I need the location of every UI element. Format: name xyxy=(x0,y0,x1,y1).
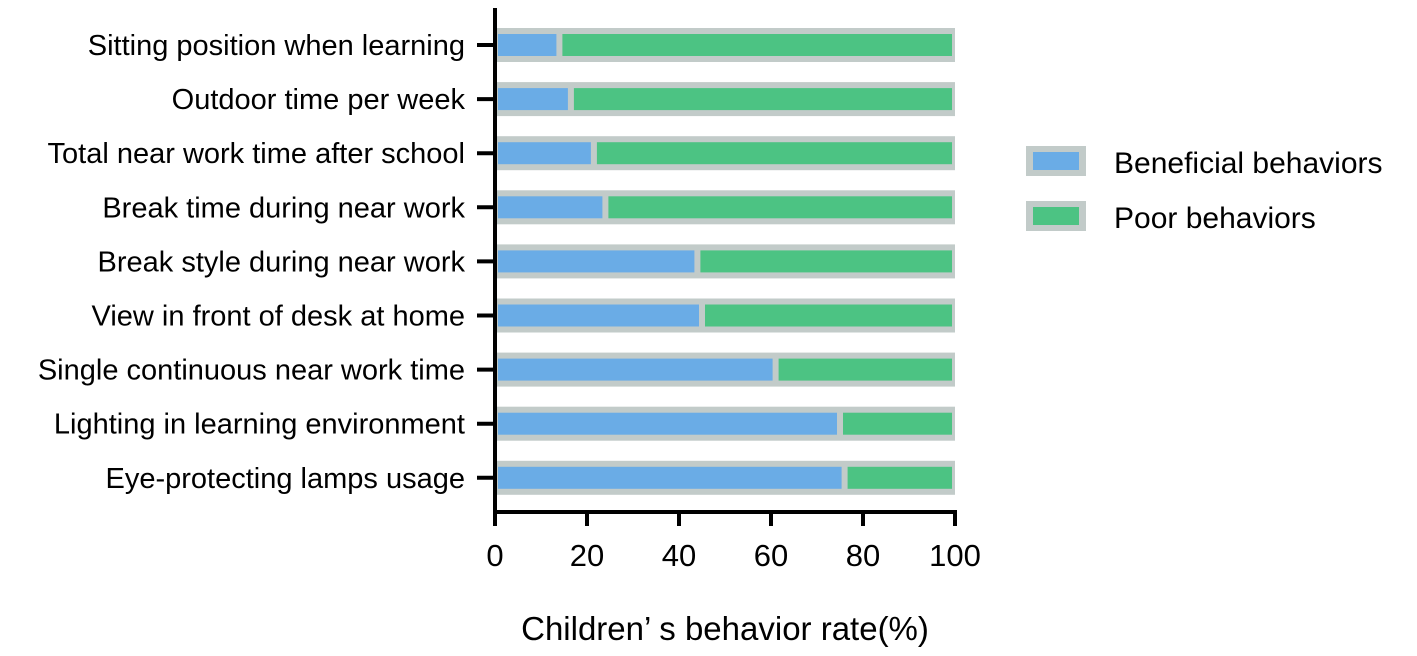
x-tick-label: 0 xyxy=(486,538,503,573)
y-tick-label: Total near work time after school xyxy=(48,138,465,170)
legend-swatch-beneficial-fill xyxy=(1033,152,1079,170)
bar-beneficial xyxy=(498,358,773,381)
y-tick-label: Break time during near work xyxy=(102,192,465,224)
x-tick-label: 60 xyxy=(754,538,788,573)
legend-label-poor: Poor behaviors xyxy=(1114,202,1316,235)
legend: Beneficial behaviors Poor behaviors xyxy=(1026,146,1383,235)
bar-beneficial xyxy=(498,142,591,165)
y-tick-label: View in front of desk at home xyxy=(92,301,465,333)
bars-layer xyxy=(495,28,955,495)
legend-swatch-poor-fill xyxy=(1033,207,1079,225)
y-tick-label: Outdoor time per week xyxy=(172,84,466,116)
bar-poor xyxy=(608,196,952,219)
x-tick-label: 80 xyxy=(846,538,880,573)
bar-beneficial xyxy=(498,466,842,489)
bar-poor xyxy=(700,250,952,273)
bar-beneficial xyxy=(498,250,695,273)
bar-beneficial xyxy=(498,34,557,56)
bar-poor xyxy=(596,142,952,165)
x-tick-label: 40 xyxy=(662,538,696,573)
y-tick-label: Break style during near work xyxy=(98,246,466,278)
bar-beneficial xyxy=(498,412,837,435)
x-tick-label: 20 xyxy=(570,538,604,573)
y-tick-label: Eye-protecting lamps usage xyxy=(106,463,465,495)
bar-poor xyxy=(573,88,952,111)
bar-poor xyxy=(562,34,952,56)
y-tick-label: Sitting position when learning xyxy=(88,30,465,62)
bar-beneficial xyxy=(498,88,568,111)
legend-label-beneficial: Beneficial behaviors xyxy=(1114,147,1383,180)
x-tick-label: 100 xyxy=(929,538,981,573)
x-axis-title: Children’ s behavior rate(%) xyxy=(521,610,929,647)
bar-beneficial xyxy=(498,304,699,327)
y-tick-label: Lighting in learning environment xyxy=(54,409,465,441)
bar-beneficial xyxy=(498,196,603,219)
labels-layer: Sitting position when learning Outdoor ti… xyxy=(38,30,981,573)
bar-poor xyxy=(847,466,952,489)
y-tick-label: Single continuous near work time xyxy=(38,355,465,387)
axes-layer xyxy=(477,8,957,526)
bar-poor xyxy=(843,412,952,435)
bar-poor xyxy=(705,304,952,327)
bar-poor xyxy=(778,358,952,381)
